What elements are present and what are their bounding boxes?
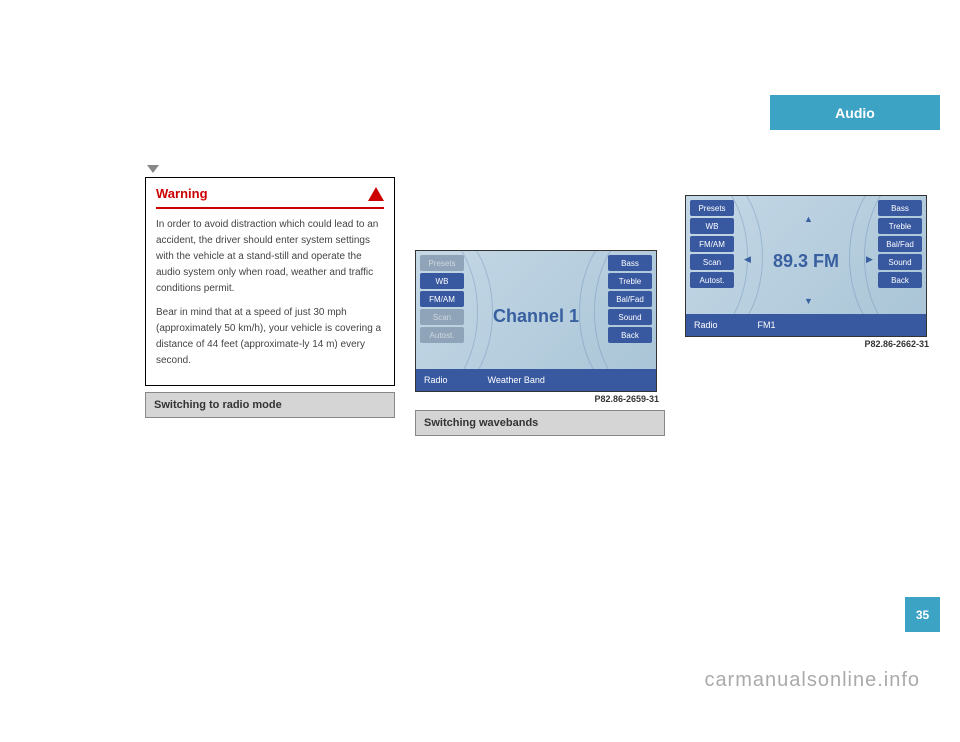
- nav-up-icon: ▲: [804, 214, 813, 224]
- display-softkey[interactable]: FM/AM: [690, 236, 734, 252]
- status-band: Weather Band: [488, 375, 545, 385]
- warning-triangle-icon: [368, 187, 384, 201]
- chevron-down-icon: [147, 165, 159, 173]
- display-softkey[interactable]: WB: [420, 273, 464, 289]
- warning-title: Warning: [156, 186, 208, 201]
- display-softkey[interactable]: Scan: [420, 309, 464, 325]
- display-softkey[interactable]: Presets: [420, 255, 464, 271]
- display-status-bar: Radio Weather Band: [416, 369, 656, 391]
- column-3: Presets WB FM/AM Scan Autost. Bass Treble Bal/…: [685, 195, 935, 355]
- display-softkey[interactable]: WB: [690, 218, 734, 234]
- display-softkey[interactable]: Bass: [608, 255, 652, 271]
- display-softkey[interactable]: Treble: [878, 218, 922, 234]
- page-number: 35: [905, 597, 940, 632]
- radio-display-fm: Presets WB FM/AM Scan Autost. Bass Treble Bal/…: [685, 195, 927, 337]
- warning-header: Warning: [156, 186, 384, 209]
- display-right-buttons: Bass Treble Bal/Fad Sound Back: [608, 255, 652, 343]
- status-mode: Radio: [694, 320, 718, 330]
- warning-paragraph-1: In order to avoid distraction which coul…: [156, 217, 384, 297]
- display-left-buttons: Presets WB FM/AM Scan Autost.: [420, 255, 464, 343]
- section-title-radio-mode: Switching to radio mode: [145, 392, 395, 418]
- display-softkey[interactable]: Bass: [878, 200, 922, 216]
- display-status-bar: Radio FM1: [686, 314, 926, 336]
- section-title-wavebands: Switching wavebands: [415, 410, 665, 436]
- display-main: Channel 1: [471, 281, 601, 351]
- display-main-text: 89.3 FM: [773, 251, 839, 272]
- status-mode: Radio: [424, 375, 448, 385]
- display-softkey[interactable]: Bal/Fad: [608, 291, 652, 307]
- figure-caption: P82.86-2662-31: [685, 337, 935, 355]
- radio-display-wb: Presets WB FM/AM Scan Autost. Bass Treble Bal/…: [415, 250, 657, 392]
- display-left-buttons: Presets WB FM/AM Scan Autost.: [690, 200, 734, 288]
- display-softkey[interactable]: Sound: [608, 309, 652, 325]
- nav-down-icon: ▼: [804, 296, 813, 306]
- warning-box: Warning In order to avoid distraction wh…: [145, 177, 395, 386]
- chapter-tab: Audio: [770, 95, 940, 130]
- display-softkey[interactable]: Autost.: [420, 327, 464, 343]
- warning-paragraph-2: Bear in mind that at a speed of just 30 …: [156, 305, 384, 369]
- display-main: 89.3 FM: [741, 226, 871, 296]
- display-right-buttons: Bass Treble Bal/Fad Sound Back: [878, 200, 922, 288]
- display-softkey[interactable]: Back: [608, 327, 652, 343]
- column-1: Warning In order to avoid distraction wh…: [145, 165, 395, 418]
- column-2: Presets WB FM/AM Scan Autost. Bass Treble Bal/…: [415, 250, 665, 436]
- watermark: carmanualsonline.info: [704, 669, 920, 692]
- display-softkey[interactable]: FM/AM: [420, 291, 464, 307]
- display-softkey[interactable]: Bal/Fad: [878, 236, 922, 252]
- display-softkey[interactable]: Back: [878, 272, 922, 288]
- display-softkey[interactable]: Sound: [878, 254, 922, 270]
- figure-caption: P82.86-2659-31: [415, 392, 665, 410]
- display-softkey[interactable]: Presets: [690, 200, 734, 216]
- display-softkey[interactable]: Treble: [608, 273, 652, 289]
- display-softkey[interactable]: Autost.: [690, 272, 734, 288]
- display-softkey[interactable]: Scan: [690, 254, 734, 270]
- status-band: FM1: [758, 320, 776, 330]
- warning-text: In order to avoid distraction which coul…: [156, 217, 384, 369]
- display-main-text: Channel 1: [493, 306, 579, 327]
